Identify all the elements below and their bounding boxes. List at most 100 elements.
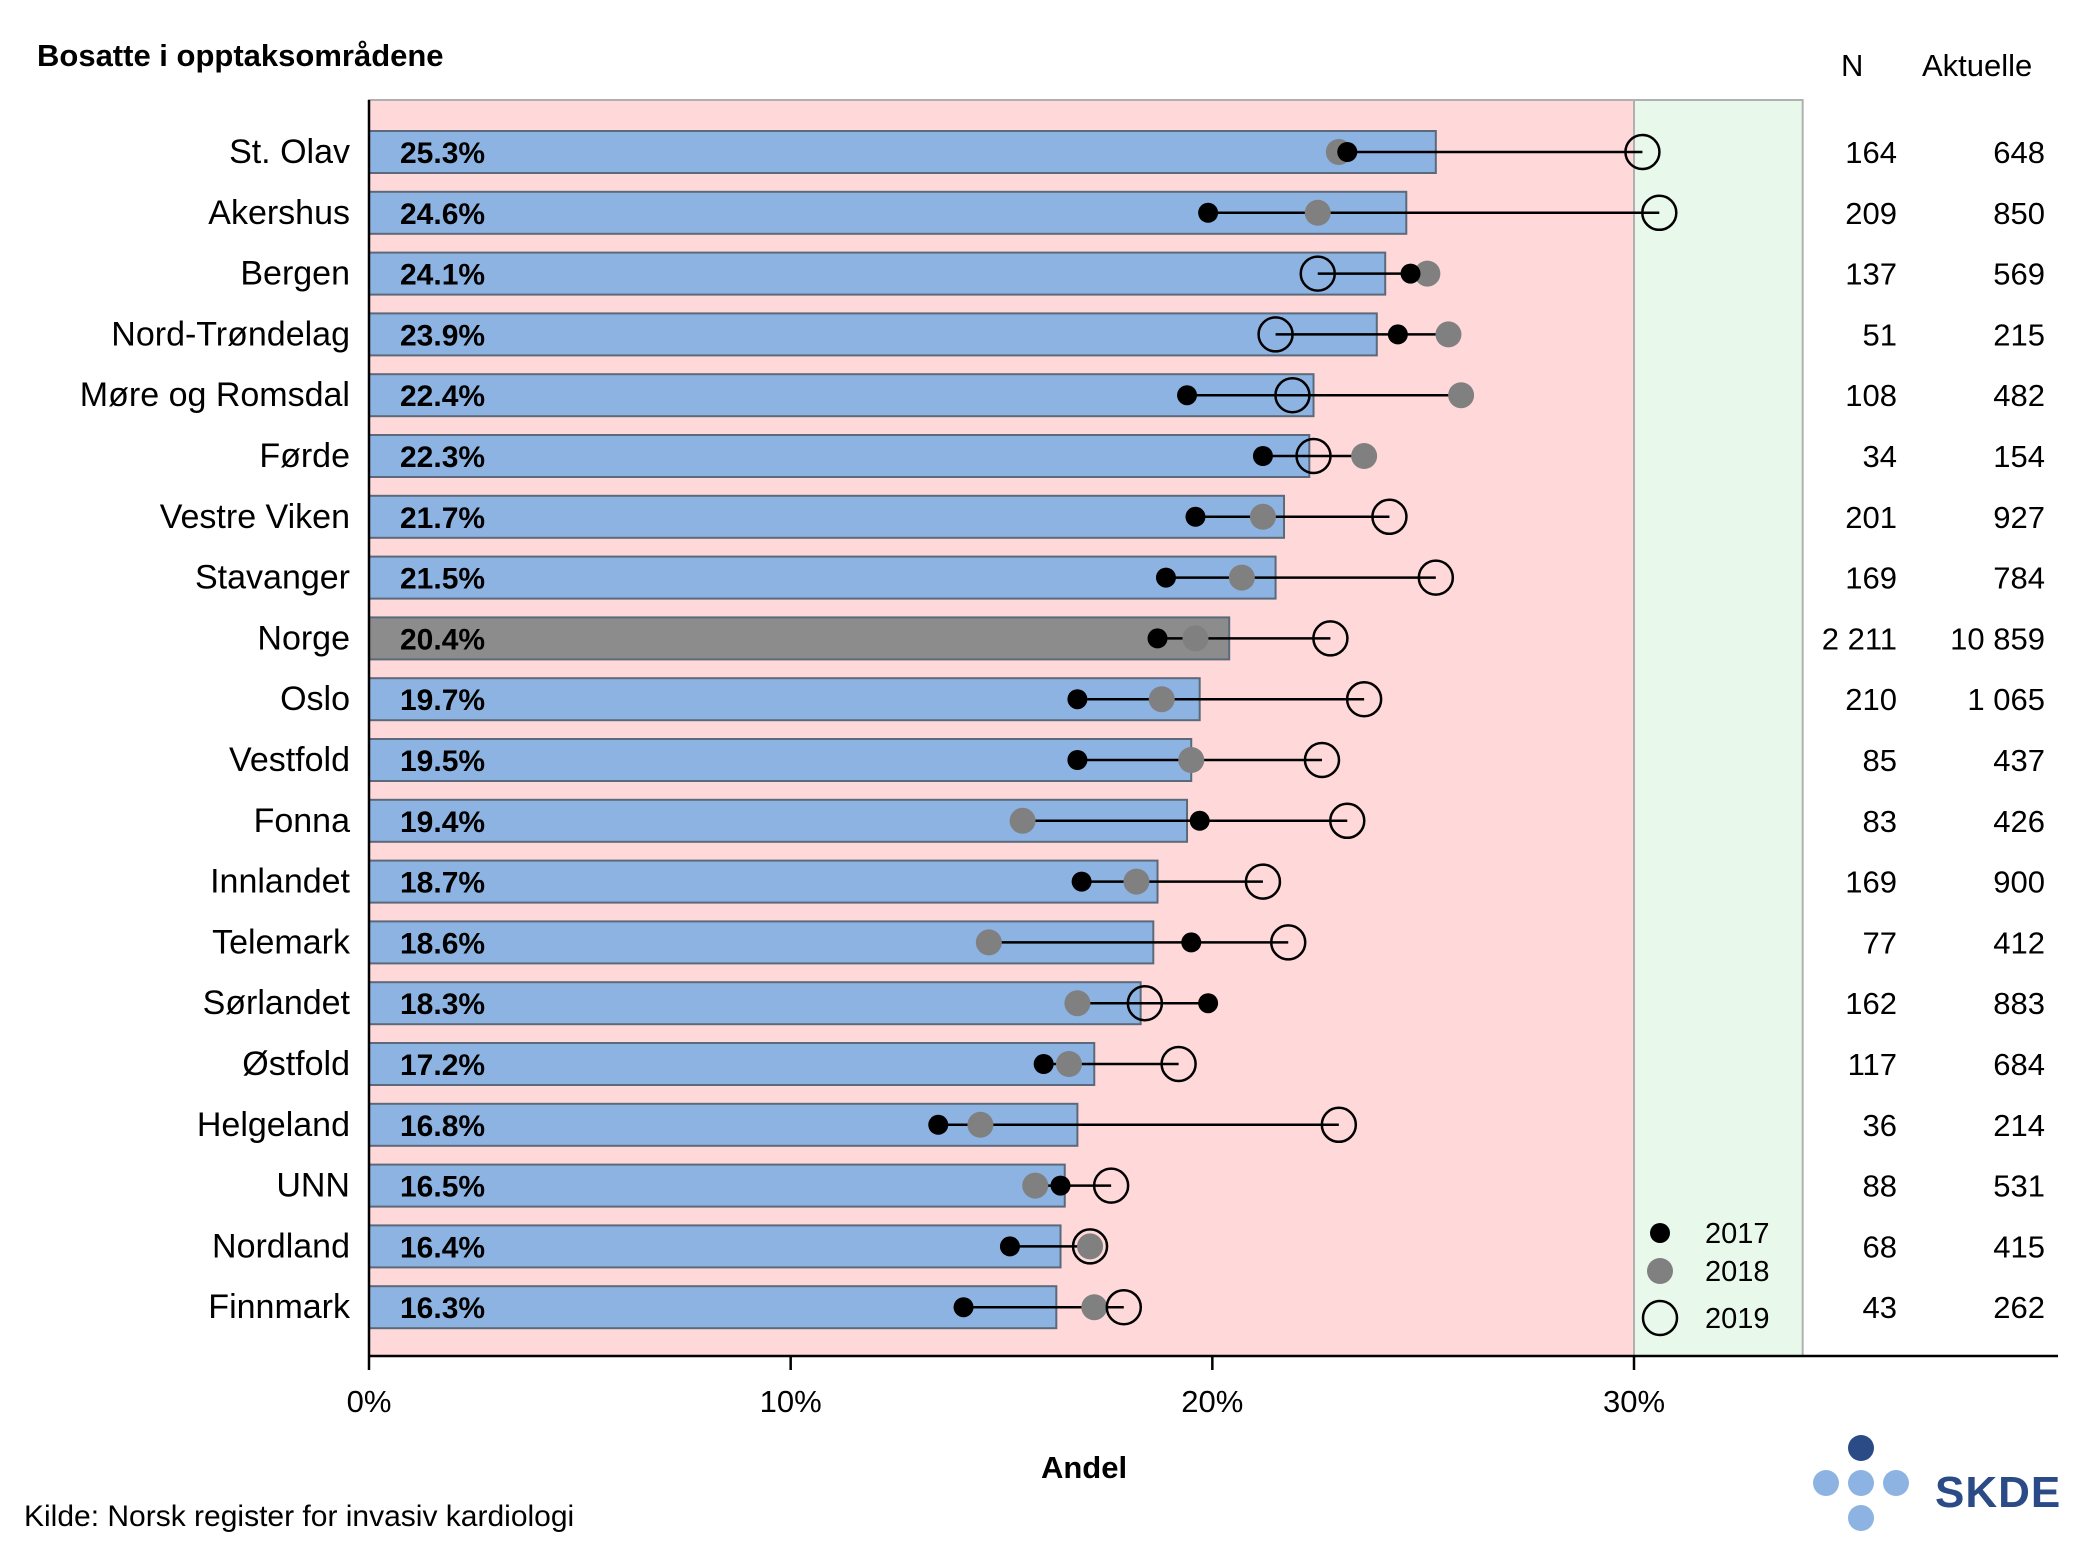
dot-2018	[1304, 199, 1331, 226]
aktuelle-value: 214	[1993, 1108, 2045, 1143]
bar-label: 23.9%	[400, 319, 485, 352]
category-label: Akershus	[208, 194, 350, 232]
aktuelle-value: 482	[1993, 378, 2045, 413]
legend-marker-2017	[1650, 1223, 1670, 1243]
bar-label: 18.7%	[400, 867, 485, 900]
aktuelle-value: 648	[1993, 135, 2045, 170]
legend-marker-2018	[1647, 1258, 1673, 1284]
n-value: 169	[1845, 865, 1897, 900]
bar-label: 21.5%	[400, 563, 485, 596]
dot-2018	[1123, 868, 1150, 895]
dot-2017	[1400, 263, 1421, 284]
dot-2017	[1067, 689, 1088, 710]
bar-label: 19.7%	[400, 684, 485, 717]
bar-9	[368, 677, 1201, 722]
dot-2017	[1177, 385, 1198, 406]
bar-label: 16.3%	[400, 1292, 485, 1325]
legend-label-2019: 2019	[1705, 1303, 1770, 1335]
bar-label: 18.3%	[400, 988, 485, 1021]
bar-label: 24.1%	[400, 259, 485, 292]
n-value: 83	[1863, 804, 1897, 839]
bar-label: 16.5%	[400, 1171, 485, 1204]
bar-6	[368, 494, 1286, 539]
n-value: 117	[1848, 1047, 1897, 1082]
category-label: Fonna	[254, 802, 350, 840]
dot-2018	[1448, 382, 1475, 409]
category-label: Norge	[257, 619, 350, 657]
dot-2019	[1269, 924, 1307, 961]
x-axis-title: Andel	[1041, 1450, 1127, 1485]
dot-2019	[1624, 133, 1661, 171]
target-zone-green	[1633, 99, 1804, 1357]
n-value: 43	[1863, 1290, 1897, 1325]
dot-2017	[1050, 1175, 1071, 1196]
bar-2	[368, 251, 1387, 296]
column-header-aktuelle: Aktuelle	[1922, 48, 2033, 83]
n-value: 210	[1845, 682, 1897, 717]
bar-17	[368, 1163, 1066, 1208]
bar-3	[368, 312, 1378, 357]
bar-15	[368, 1042, 1096, 1086]
dot-2019	[1244, 863, 1282, 900]
category-label: UNN	[276, 1167, 350, 1205]
column-header-n: N	[1841, 48, 1864, 83]
bar-14	[368, 981, 1142, 1026]
dot-2019	[1257, 316, 1294, 353]
aktuelle-value: 154	[1993, 439, 2045, 474]
bar-7	[368, 555, 1277, 600]
dot-2017	[928, 1114, 949, 1135]
dot-2017	[1147, 628, 1168, 649]
aktuelle-value: 262	[1993, 1290, 2045, 1325]
dot-2019	[1417, 559, 1455, 596]
dot-2018	[1064, 990, 1091, 1017]
category-label: Helgeland	[197, 1106, 350, 1144]
aktuelle-value: 900	[1993, 865, 2045, 900]
logo-dot-bottom	[1848, 1505, 1874, 1531]
n-value: 34	[1863, 439, 1897, 474]
dot-2017	[1252, 446, 1273, 466]
aktuelle-value: 215	[1993, 317, 2045, 352]
dot-2017	[999, 1236, 1020, 1257]
n-value: 201	[1845, 500, 1897, 535]
bar-8	[368, 616, 1231, 661]
dot-2017	[953, 1297, 974, 1318]
dot-2018	[967, 1111, 994, 1138]
aktuelle-value: 684	[1993, 1047, 2045, 1082]
dot-2019	[1641, 194, 1678, 232]
n-value: 88	[1863, 1169, 1897, 1204]
dot-2018	[1081, 1294, 1108, 1321]
dot-2018	[1022, 1172, 1049, 1199]
x-tick-label: 0%	[347, 1384, 392, 1419]
category-label: Nord-Trøndelag	[111, 315, 350, 353]
bar-label: 25.3%	[400, 137, 485, 170]
n-value: 36	[1863, 1108, 1897, 1143]
n-value: 162	[1845, 986, 1897, 1021]
aktuelle-value: 927	[1993, 500, 2045, 535]
bar-18	[368, 1224, 1062, 1269]
dot-2017	[1185, 506, 1206, 527]
bar-19	[368, 1285, 1058, 1330]
logo-text: SKDE	[1935, 1468, 2062, 1517]
category-label: Førde	[259, 437, 350, 475]
bar-label: 18.6%	[400, 927, 485, 960]
dot-2019	[1329, 802, 1366, 840]
dot-2018	[1055, 1051, 1082, 1077]
dot-2019	[1312, 620, 1349, 657]
category-label: Vestre Viken	[160, 498, 350, 536]
logo-dot-right	[1883, 1470, 1909, 1496]
aktuelle-value: 1 065	[1967, 682, 2045, 717]
n-value: 169	[1845, 561, 1897, 596]
category-label: Innlandet	[210, 863, 350, 901]
dot-2018	[1228, 564, 1255, 591]
dot-2019	[1071, 1228, 1109, 1265]
bar-label: 21.7%	[400, 502, 485, 535]
dot-2017	[1155, 567, 1176, 588]
dot-2019	[1160, 1045, 1197, 1083]
legend-label-2018: 2018	[1705, 1256, 1770, 1288]
bar-label: 20.4%	[400, 623, 485, 656]
dot-2019	[1105, 1288, 1143, 1326]
source-note: Kilde: Norsk register for invasiv kardio…	[24, 1500, 575, 1533]
category-label: Møre og Romsdal	[80, 376, 350, 414]
dot-2018	[1414, 260, 1441, 287]
